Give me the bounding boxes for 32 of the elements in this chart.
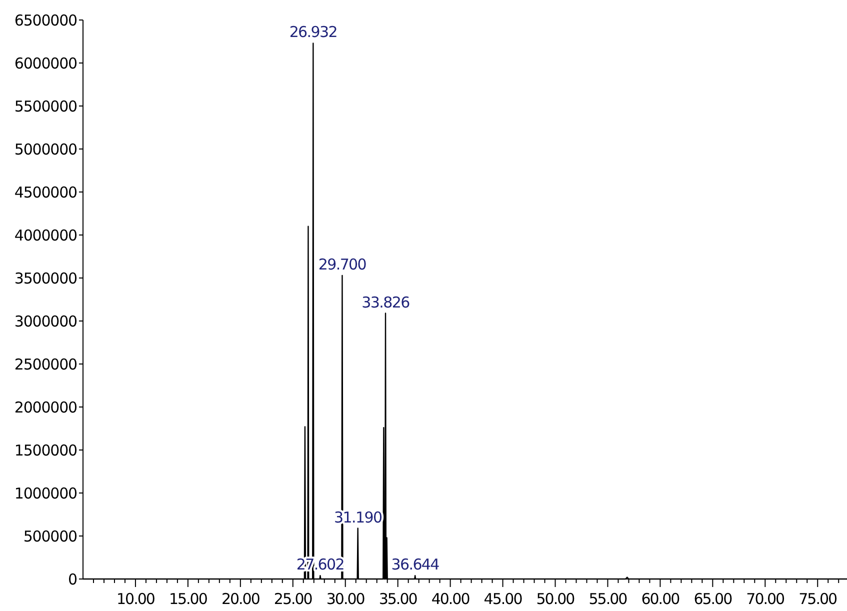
annotation: 26.932 <box>289 23 338 42</box>
x-tick-label: 70.00 <box>746 590 785 608</box>
x-tick-label: 50.00 <box>536 590 575 608</box>
annotation: 36.644 <box>391 556 440 574</box>
x-tick-label: 15.00 <box>168 590 208 608</box>
y-tick-label: 3000000 <box>14 312 78 330</box>
y-tick-label: 6000000 <box>14 54 78 72</box>
y-tick-label: 4500000 <box>14 183 78 202</box>
x-tick-label: 30.00 <box>326 590 365 608</box>
x-tick-label: 65.00 <box>694 590 732 608</box>
y-tick-label: 1500000 <box>14 441 78 460</box>
x-tick-label: 55.00 <box>588 590 628 608</box>
annotation: 29.700 <box>318 255 366 274</box>
x-tick-label: 40.00 <box>431 590 470 608</box>
y-tick-label: 6500000 <box>14 11 78 30</box>
y-tick-label: 2000000 <box>14 398 78 416</box>
x-tick-label: 10.00 <box>116 590 155 608</box>
y-tick-label: 1000000 <box>14 484 78 502</box>
y-tick-label: 4000000 <box>14 226 78 244</box>
annotation: 33.826 <box>362 293 410 312</box>
x-tick-label: 45.00 <box>484 590 522 608</box>
x-tick-label: 60.00 <box>641 590 680 608</box>
y-tick-label: 0 <box>68 570 78 588</box>
x-tick-label: 25.00 <box>274 590 312 608</box>
y-tick-label: 5500000 <box>14 97 78 116</box>
y-tick-label: 2500000 <box>14 355 78 374</box>
y-tick-label: 500000 <box>23 527 78 546</box>
x-tick-label: 20.00 <box>221 590 260 608</box>
x-tick-label: 75.00 <box>798 590 838 608</box>
y-tick-label: 5000000 <box>14 140 78 158</box>
x-tick-label: 35.00 <box>378 590 418 608</box>
y-tick-label: 3500000 <box>14 269 78 288</box>
